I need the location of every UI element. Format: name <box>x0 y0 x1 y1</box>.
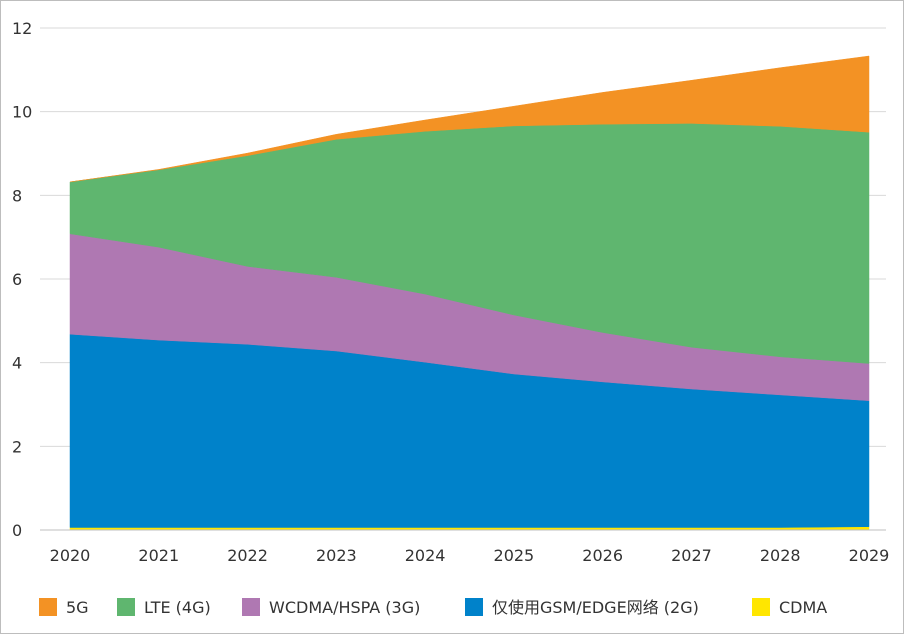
y-tick-label: 10 <box>12 103 32 122</box>
legend-swatch <box>117 598 135 616</box>
legend-label: LTE (4G) <box>144 598 211 617</box>
x-tick-label: 2025 <box>494 546 535 565</box>
x-tick-label: 2027 <box>671 546 712 565</box>
x-tick-label: 2028 <box>760 546 801 565</box>
legend-label: CDMA <box>779 598 827 617</box>
legend-swatch <box>465 598 483 616</box>
legend-label: 5G <box>66 598 89 617</box>
legend-item: LTE (4G) <box>117 598 211 617</box>
legend-item: WCDMA/HSPA (3G) <box>242 598 420 617</box>
area-series-layer <box>69 55 870 531</box>
x-tick-label: 2024 <box>405 546 446 565</box>
x-tick-label: 2026 <box>582 546 623 565</box>
legend: 5G LTE (4G) WCDMA/HSPA (3G) 仅使用GSM/EDGE网络 (… <box>39 598 827 617</box>
legend-label: 仅使用GSM/EDGE网络 (2G) <box>492 598 699 617</box>
legend-swatch <box>39 598 57 616</box>
y-tick-label: 4 <box>12 354 22 373</box>
x-tick-label: 2029 <box>849 546 890 565</box>
legend-item: 5G <box>39 598 89 617</box>
area-5g <box>69 55 870 183</box>
x-tick-label: 2023 <box>316 546 357 565</box>
y-tick-label: 12 <box>12 19 32 38</box>
legend-swatch <box>752 598 770 616</box>
legend-label: WCDMA/HSPA (3G) <box>269 598 420 617</box>
legend-item: 仅使用GSM/EDGE网络 (2G) <box>465 598 699 617</box>
legend-item: CDMA <box>752 598 827 617</box>
legend-swatch <box>242 598 260 616</box>
y-tick-label: 6 <box>12 270 22 289</box>
y-tick-label: 0 <box>12 521 22 540</box>
axes: 0 2 4 6 8 10 12 2020 2021 2022 2023 2024 2025 2026 202… <box>12 19 889 565</box>
x-tick-label: 2021 <box>138 546 179 565</box>
x-tick-label: 2022 <box>227 546 268 565</box>
x-tick-label: 2020 <box>50 546 91 565</box>
y-tick-label: 2 <box>12 437 22 456</box>
y-tick-label: 8 <box>12 186 22 205</box>
